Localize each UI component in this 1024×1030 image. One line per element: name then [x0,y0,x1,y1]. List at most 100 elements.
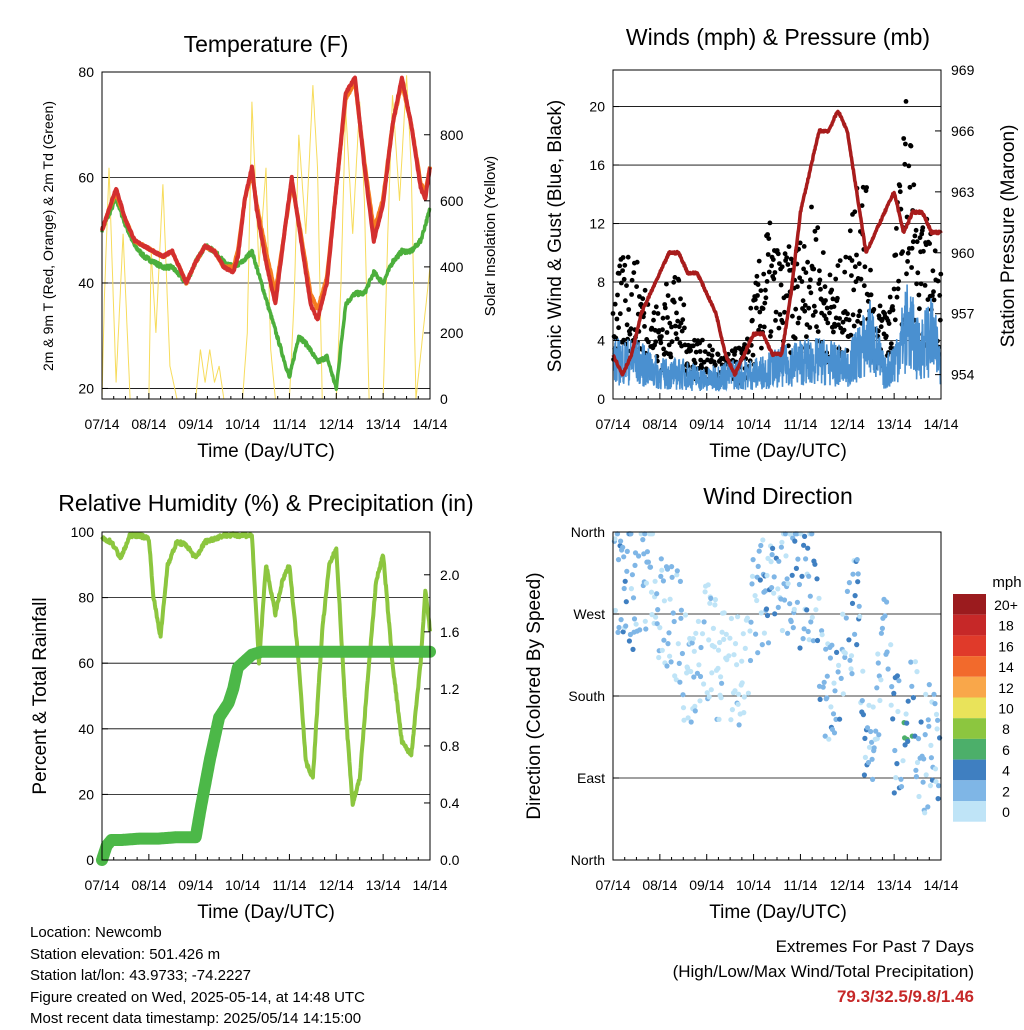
gust-point [862,264,868,270]
direction-point [860,668,866,674]
direction-point [657,625,663,631]
direction-point [800,636,806,642]
gust-point [655,311,661,316]
direction-point [757,577,763,583]
gust-point [617,263,623,269]
direction-point [759,642,765,648]
gust-point [931,297,937,303]
direction-point [874,736,880,742]
gust-point [894,226,899,231]
direction-point [855,579,861,585]
gust-point [905,259,910,264]
direction-point [827,655,834,661]
temperature-title: Temperature (F) [184,31,349,57]
gust-point [806,305,812,311]
gust-point [801,266,806,272]
gust-point [843,254,849,260]
gust-point [806,284,812,290]
colorbar-label: 14 [998,659,1014,675]
temperature-plot-frame [101,71,431,400]
direction-point [890,716,896,722]
direction-point [762,588,769,594]
colorbar-swatch [953,656,986,677]
gust-series [610,99,944,386]
direction-point [870,704,876,710]
gust-point [860,184,866,190]
gust-point [805,259,810,265]
gust-point [890,307,896,313]
direction-point [685,715,691,721]
gust-point [809,204,814,210]
gust-point [842,269,848,275]
gust-point [624,322,630,328]
gust-point [768,333,773,339]
gust-point [765,252,771,257]
direction-point [691,674,697,680]
direction-point [895,708,901,715]
gust-point [668,354,674,360]
direction-point [684,670,690,676]
gust-point [763,287,768,293]
direction-point [682,612,689,618]
y-right-tick-label: 969 [951,62,975,78]
gust-point [642,324,647,329]
x-tick-label: 11/14 [272,416,306,432]
direction-point [861,772,868,778]
y-tick-label: North [571,524,605,540]
direction-point [831,730,838,736]
direction-point [803,556,809,562]
direction-point [922,732,928,738]
direction-point [654,621,660,627]
gust-point [812,228,818,234]
direction-point [685,665,691,671]
direction-point [699,631,706,637]
direction-point [624,568,630,574]
gust-point [815,225,821,231]
gust-point [777,312,783,317]
gust-point [758,288,764,293]
gust-point [837,258,843,263]
direction-point [910,695,917,701]
solar-line [101,75,431,400]
direction-point [729,707,736,713]
direction-point [764,612,771,619]
direction-point [875,660,881,666]
y-tick-label: 20 [78,380,94,396]
gust-point [799,279,805,284]
gust-point [820,250,826,256]
direction-point [807,593,813,599]
direction-point [821,679,827,685]
gust-point [900,249,905,255]
direction-point [862,754,869,761]
direction-point [932,701,938,707]
gust-point [682,325,687,331]
direction-point [823,646,829,652]
gust-point [846,317,852,323]
gust-point [927,241,932,247]
gust-point [814,324,819,330]
gust-point [750,352,756,358]
gust-point [676,278,682,283]
gust-point [773,318,778,323]
direction-point [749,573,756,579]
gust-point [693,349,699,355]
y-tick-label: West [573,606,605,622]
gust-point [697,349,703,354]
gust-point [637,294,642,299]
direction-point [792,538,798,544]
humidity-title: Relative Humidity (%) & Precipitation (i… [58,490,473,516]
gust-point [678,296,683,302]
direction-point [612,607,619,614]
gust-point [914,281,919,287]
direction-point [868,728,874,735]
gust-point [616,271,622,276]
gust-point [776,325,782,331]
x-tick-label: 10/14 [225,416,260,432]
gust-point [901,136,907,141]
direction-point [771,590,777,596]
direction-point [669,564,675,570]
gust-point [868,267,873,273]
direction-point [712,602,718,608]
y-tick-label: 0 [86,852,94,868]
gust-point [837,316,842,321]
